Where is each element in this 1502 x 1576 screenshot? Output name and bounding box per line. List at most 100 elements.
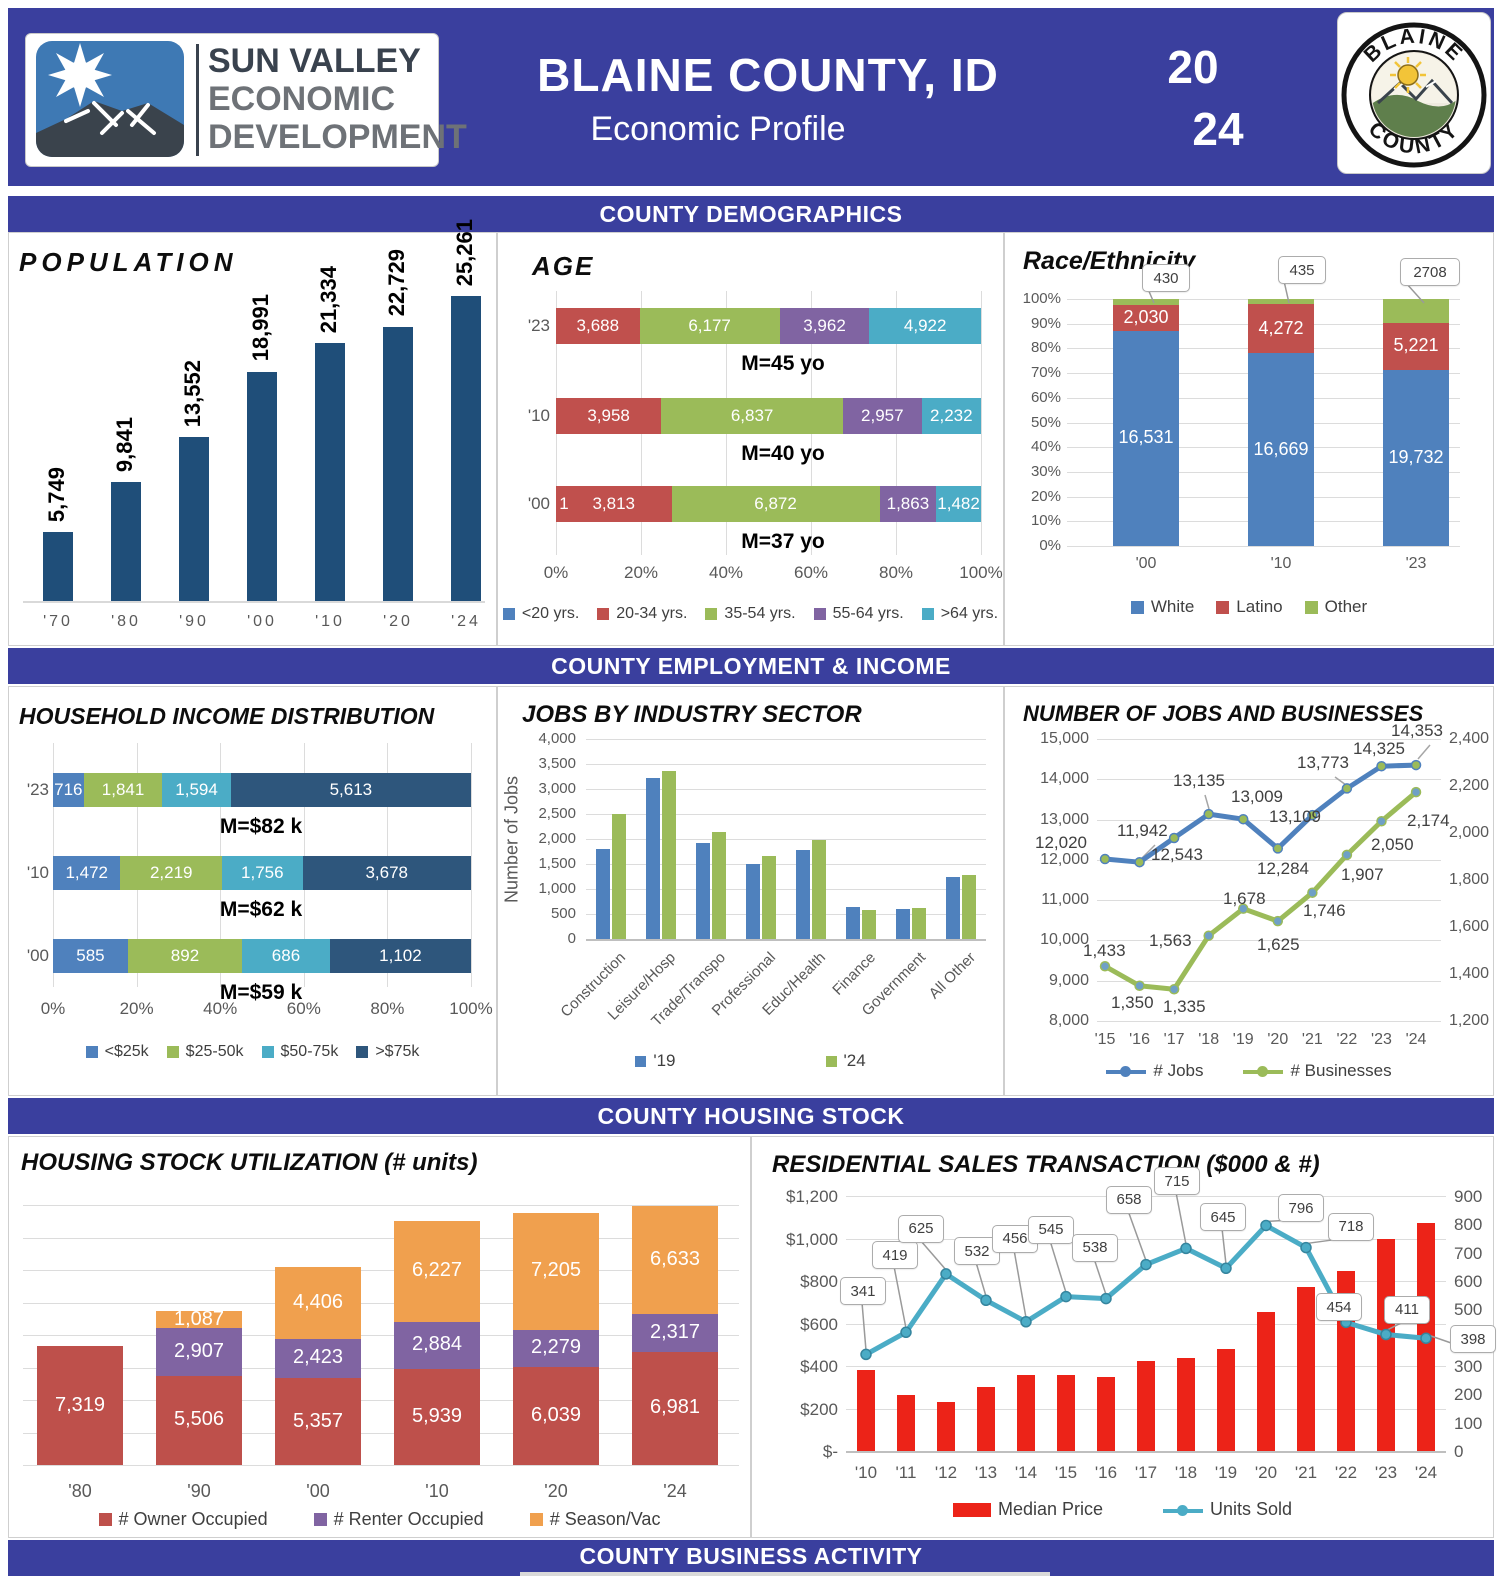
chart-jobs-businesses: 15,000 14,000 13,000 12,000 11,000 10,000 9,00…	[1005, 687, 1493, 1095]
population-bar	[111, 482, 141, 601]
y-tick-label: $600	[800, 1314, 838, 1334]
segment-label: 2,219	[149, 863, 193, 882]
chart-age: 0% 20% 40% 60% 80% 100% '23 3,688 6,177 3,962 4,92…	[498, 233, 1003, 645]
chart-income: 0% 20% 40% 60% 80% 100% '23 716 1,841 1,594 5,613 M…	[9, 687, 496, 1095]
x-tick-label: '21	[1294, 1463, 1318, 1482]
point-label: 1,350	[1111, 993, 1154, 1012]
segment-label: 6,872	[754, 494, 797, 513]
stacked-segment	[394, 1321, 480, 1369]
gridline	[586, 789, 986, 790]
x-tick-label: '10	[854, 1463, 878, 1482]
y-axis-title: Number of Jobs	[501, 775, 522, 904]
population-bar	[43, 531, 73, 601]
stacked-segment	[879, 486, 937, 522]
x-tick-label: '19	[1232, 1031, 1254, 1048]
grouped-bar	[596, 849, 610, 939]
median-price-bar	[977, 1387, 995, 1451]
x-tick-label: '15	[1094, 1031, 1116, 1048]
grouped-bar	[746, 864, 760, 939]
gridline	[23, 1237, 739, 1239]
segment-label: 2,884	[411, 1333, 463, 1356]
x-tick-label: '15	[1054, 1463, 1078, 1482]
svedc-logo-divider	[196, 44, 199, 156]
median-note: M=$82 k	[219, 815, 303, 838]
stacked-segment	[1248, 304, 1314, 354]
segment-label: 5,939	[411, 1404, 463, 1427]
y-tick-label: 500	[550, 905, 576, 922]
gridline	[23, 1367, 739, 1369]
y2-tick-label: 100	[1454, 1413, 1483, 1433]
y-tick-label: 15,000	[1040, 730, 1089, 747]
grouped-bar	[962, 874, 976, 939]
x-tick-label: 60%	[286, 999, 321, 1018]
y-tick-label: $1,000	[786, 1229, 838, 1249]
callout: 341	[840, 1277, 886, 1306]
stacked-segment	[921, 398, 981, 434]
page-subtitle: Economic Profile	[590, 110, 846, 148]
chart-legend: <20 yrs. 20-34 yrs. 35-54 yrs. 55-64 yrs. >6…	[498, 605, 1003, 623]
bottom-strip	[8, 1572, 1494, 1576]
stacked-segment	[869, 308, 981, 344]
banner-business: COUNTY BUSINESS ACTIVITY	[8, 1540, 1494, 1572]
segment-label: 6,981	[649, 1396, 701, 1419]
population-bar-label: 21,334	[316, 266, 341, 334]
callout: 796	[1278, 1194, 1324, 1223]
segment-label: 716	[54, 780, 83, 799]
callout: 538	[1072, 1233, 1118, 1262]
grouped-bar	[662, 771, 676, 939]
legend-item: Latino	[1216, 597, 1283, 617]
grouped-bar	[912, 908, 926, 939]
bottom-strip-segment	[520, 1572, 1050, 1576]
legend-item: '24	[825, 1051, 866, 1071]
gridline	[586, 814, 986, 815]
chart-population: 5,749 '70 9,841 '80 13,552 '90 18,991 '00 21,334…	[9, 219, 496, 645]
population-bar-label: 25,261	[452, 218, 477, 286]
stacked-segment	[156, 1375, 242, 1465]
y-tick-label: 20%	[1030, 487, 1061, 505]
point-label: 13,773	[1297, 753, 1349, 772]
legend-swatch	[635, 1055, 647, 1067]
segment-label: 16,531	[1118, 427, 1174, 448]
panel-age: AGE 0% 20% 40% 60% 80% 100% '23 3,688 6,177 3,962…	[497, 232, 1004, 646]
segment-label: 892	[170, 946, 200, 965]
stacked-segment	[242, 939, 330, 973]
grouped-bar	[862, 910, 876, 939]
x-tick-label: 0%	[543, 563, 569, 582]
median-note: M=37 yo	[741, 530, 825, 553]
median-price-bar	[1137, 1360, 1155, 1451]
stacked-segment	[37, 1346, 123, 1465]
stacked-segment	[53, 939, 128, 973]
median-note: M=40 yo	[741, 442, 825, 465]
year-top: 20	[1167, 41, 1219, 93]
stacked-segment	[1113, 330, 1179, 546]
jobs-sector-title: JOBS BY INDUSTRY SECTOR	[522, 701, 862, 728]
stacked-segment	[53, 856, 121, 890]
x-tick-label: '16	[1094, 1463, 1118, 1482]
callout: 454	[1316, 1293, 1362, 1322]
stacked-segment	[222, 856, 303, 890]
stacked-segment	[275, 1378, 361, 1465]
gridline	[1097, 1021, 1441, 1022]
point-label: 12,020	[1035, 833, 1087, 852]
x-tick-label: '13	[974, 1463, 998, 1482]
legend-label: $50-75k	[280, 1043, 339, 1060]
x-tick-label: '17	[1134, 1463, 1158, 1482]
blaine-county-seal: BLAINE COUNTY	[1337, 12, 1491, 174]
chart-race: 100% 90% 80% 70% 60% 50% 40% 30% 20% 10% 0% 16,531 2…	[1005, 233, 1493, 645]
stacked-segment	[156, 1310, 242, 1329]
x-tick-label: 60%	[793, 563, 829, 582]
stacked-segment	[556, 398, 662, 434]
legend-swatch	[921, 608, 934, 620]
gridline	[846, 1323, 1446, 1325]
median-price-bar	[937, 1402, 955, 1451]
x-tick-label: 0%	[40, 999, 66, 1018]
legend-label: <20 yrs.	[521, 605, 580, 622]
population-title: POPULATION	[19, 247, 238, 277]
gridline	[981, 291, 982, 555]
chart-legend: '19 '24	[498, 1051, 1003, 1071]
point-label: 14,325	[1353, 739, 1405, 758]
segment-label: 5,613	[329, 780, 373, 799]
median-price-bar	[1057, 1374, 1075, 1451]
legend-item: # Businesses	[1243, 1061, 1392, 1081]
gridline	[586, 764, 986, 765]
